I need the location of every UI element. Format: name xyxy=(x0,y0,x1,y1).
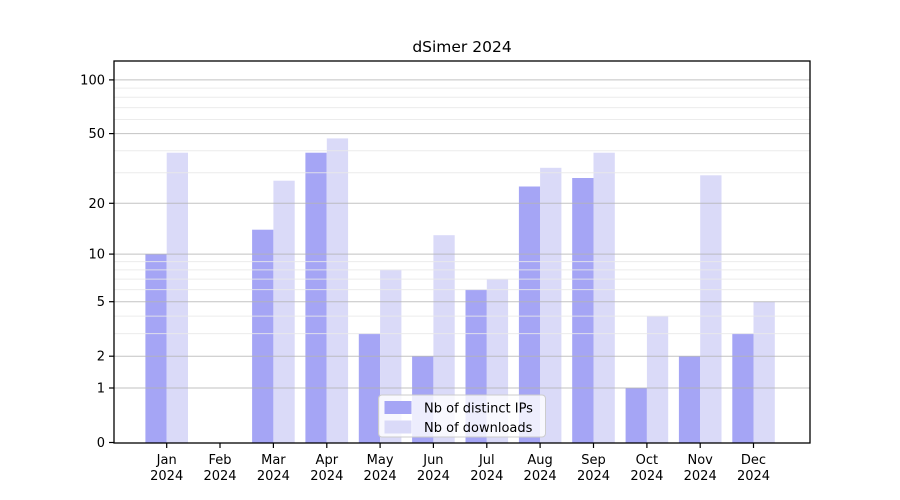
bar-jun-downloads xyxy=(433,235,455,443)
x-tick-label-month-jul: Jul xyxy=(478,453,495,468)
axes-layer xyxy=(113,60,811,444)
bar-apr-distinct-ips xyxy=(305,152,327,443)
x-tick-label-year-feb: 2024 xyxy=(203,469,236,484)
y-tick-label-20: 20 xyxy=(88,197,105,212)
x-tick-label-month-apr: Apr xyxy=(316,453,339,468)
legend-swatch-downloads xyxy=(384,420,412,434)
legend-label-downloads: Nb of downloads xyxy=(424,421,533,436)
x-tick-label-month-jun: Jun xyxy=(422,453,443,468)
bar-mar-distinct-ips xyxy=(252,229,274,443)
x-tick-label-month-feb: Feb xyxy=(208,453,231,468)
bar-apr-downloads xyxy=(326,138,349,443)
grid-layer xyxy=(114,79,810,389)
bar-jan-downloads xyxy=(166,152,188,443)
y-tick-label-100: 100 xyxy=(80,73,105,88)
bar-aug-distinct-ips xyxy=(518,186,541,443)
bar-oct-downloads xyxy=(646,316,669,443)
y-tick-label-50: 50 xyxy=(88,127,105,142)
x-tick-label-month-oct: Oct xyxy=(636,453,658,468)
bar-mar-downloads xyxy=(273,180,295,443)
x-tick-label-month-sep: Sep xyxy=(581,453,606,468)
x-tick-label-month-may: May xyxy=(367,453,394,468)
x-tick-label-month-mar: Mar xyxy=(261,453,286,468)
legend-swatch-distinct-ips xyxy=(384,401,412,414)
x-tick-label-year-sep: 2024 xyxy=(577,469,610,484)
y-tick-label-5: 5 xyxy=(97,295,105,310)
x-tick-label-year-apr: 2024 xyxy=(310,469,343,484)
x-tick-label-year-may: 2024 xyxy=(364,469,397,484)
x-tick-label-month-dec: Dec xyxy=(741,453,766,468)
ticks-layer: 0125102050100Jan2024Feb2024Mar2024Apr202… xyxy=(80,73,770,484)
x-tick-label-year-jan: 2024 xyxy=(150,469,183,484)
x-tick-label-month-jan: Jan xyxy=(156,453,177,468)
legend: Nb of distinct IPs Nb of downloads xyxy=(378,394,546,438)
y-tick-label-2: 2 xyxy=(97,350,105,365)
y-tick-label-10: 10 xyxy=(88,248,105,263)
bar-nov-distinct-ips xyxy=(678,356,701,443)
bar-sep-distinct-ips xyxy=(572,178,594,443)
legend-label-distinct-ips: Nb of distinct IPs xyxy=(424,402,533,417)
x-tick-label-year-jun: 2024 xyxy=(417,469,450,484)
x-tick-label-month-aug: Aug xyxy=(527,453,552,468)
y-tick-label-0: 0 xyxy=(97,436,105,451)
bar-sep-downloads xyxy=(593,152,615,443)
x-tick-label-year-nov: 2024 xyxy=(684,469,717,484)
bar-dec-downloads xyxy=(753,301,775,443)
chart-title: dSimer 2024 xyxy=(412,38,511,56)
y-tick-label-1: 1 xyxy=(97,382,105,397)
x-tick-label-year-dec: 2024 xyxy=(737,469,770,484)
x-tick-label-year-aug: 2024 xyxy=(524,469,557,484)
bar-jan-distinct-ips xyxy=(145,254,167,443)
bar-nov-downloads xyxy=(700,175,722,444)
x-tick-label-year-mar: 2024 xyxy=(257,469,290,484)
x-tick-label-year-oct: 2024 xyxy=(630,469,663,484)
x-tick-label-year-jul: 2024 xyxy=(470,469,503,484)
bar-oct-distinct-ips xyxy=(625,388,647,443)
legend-box xyxy=(378,394,546,438)
bar-aug-downloads xyxy=(540,167,562,444)
plot-frame xyxy=(113,60,811,444)
x-tick-label-month-nov: Nov xyxy=(688,453,714,468)
